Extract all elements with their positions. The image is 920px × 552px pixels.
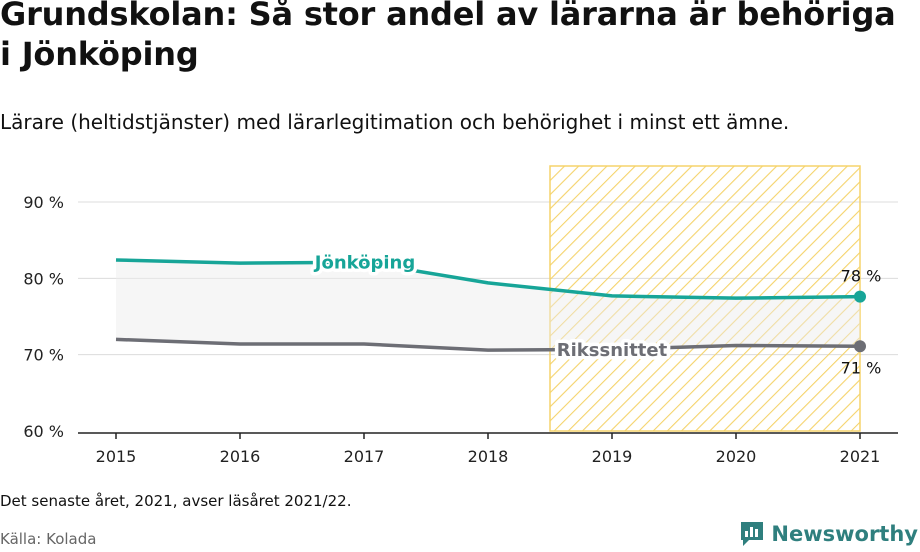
end-value-label: 71 % <box>841 358 882 377</box>
source-text: Källa: Kolada <box>0 530 97 548</box>
footnote: Det senaste året, 2021, avser läsåret 20… <box>0 492 352 510</box>
series-labels: 78 % Jönköping 71 % Rikssnittet <box>309 249 882 377</box>
brand-name: Newsworthy <box>771 522 918 546</box>
y-tick-label: 90 % <box>23 193 64 212</box>
band-area <box>116 260 860 351</box>
x-tick-label: 2021 <box>840 447 881 466</box>
series-name-label: Jönköping <box>313 252 416 273</box>
end-point-marker <box>854 340 866 353</box>
y-tick-label: 70 % <box>23 346 64 365</box>
series-line <box>115 258 861 300</box>
series-line <box>115 337 861 352</box>
line-chart: 60 % 70 % 80 % 90 % 2015 2016 2017 2018 2019 202… <box>23 165 898 466</box>
y-tick-label: 80 % <box>23 269 64 288</box>
x-tick-label: 2019 <box>592 447 633 466</box>
x-tick-label: 2018 <box>468 447 509 466</box>
series-lines <box>115 258 866 353</box>
end-value-label: 78 % <box>841 267 882 286</box>
chart-subtitle: Lärare (heltidstjänster) med lärarlegiti… <box>0 110 790 134</box>
x-tick-label: 2016 <box>220 447 261 466</box>
x-tick-label: 2020 <box>716 447 757 466</box>
end-point-marker <box>854 290 866 303</box>
chart-title: Grundskolan: Så stor andel av lärarna är… <box>0 0 896 73</box>
newsworthy-logo-icon <box>741 522 764 546</box>
y-tick-label: 60 % <box>23 422 64 441</box>
x-axis: 2015 2016 2017 2018 2019 2020 2021 <box>78 432 898 466</box>
x-tick-label: 2015 <box>96 447 137 466</box>
x-tick-label: 2017 <box>344 447 385 466</box>
series-name-label: Rikssnittet <box>557 340 668 361</box>
difference-band <box>116 260 860 351</box>
brand-logo[interactable]: Newsworthy <box>739 520 918 548</box>
